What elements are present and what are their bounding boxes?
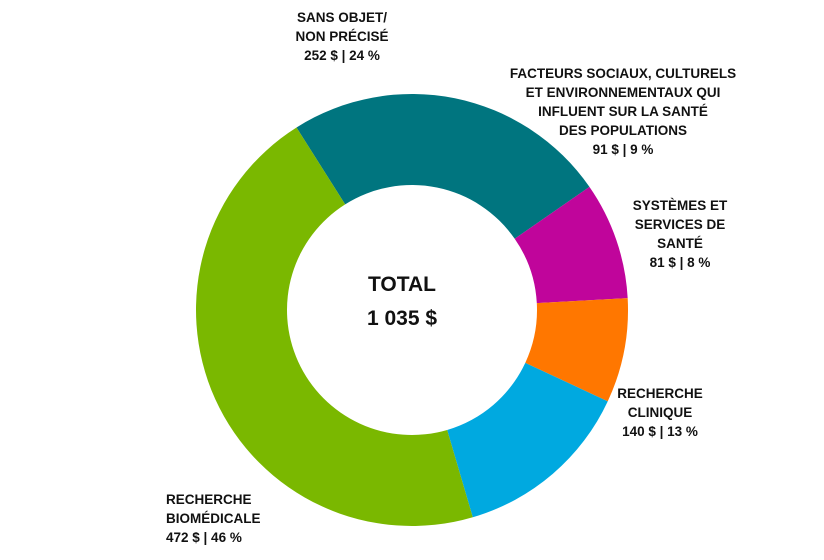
donut-slice-systemes-services: [525, 298, 629, 402]
center-total-label: TOTAL: [367, 273, 437, 296]
slice-value-label: 91 $ | 9 %: [592, 142, 654, 157]
slice-label-sans-objet: SANS OBJET/ NON PRÉCISÉ 252 $ | 24 %: [262, 8, 422, 65]
slice-label-line: ET ENVIRONNEMENTAUX QUI: [525, 85, 721, 100]
donut-slice-facteurs-sociaux: [514, 186, 628, 304]
donut-slice-recherche-clinique: [447, 362, 608, 518]
slice-label-recherche-clinique: RECHERCHE CLINIQUE 140 $ | 13 %: [600, 384, 720, 441]
center-total: TOTAL 1 035 $: [312, 268, 492, 336]
slice-label-facteurs-sociaux: FACTEURS SOCIAUX, CULTURELS ET ENVIRONNE…: [478, 64, 768, 159]
donut-slice-sans-objet: [296, 94, 590, 239]
slice-value-label: 252 $ | 24 %: [304, 48, 380, 63]
slice-label-recherche-biomedicale: RECHERCHE BIOMÉDICALE 472 $ | 46 %: [166, 490, 306, 547]
donut-slice-recherche-biomedicale: [196, 127, 473, 526]
slice-label-line: BIOMÉDICALE: [166, 511, 261, 526]
slice-label-line: INFLUENT SUR LA SANTÉ: [538, 104, 708, 119]
slice-label-line: RECHERCHE: [617, 386, 703, 401]
slice-label-line: SANTÉ: [657, 236, 703, 251]
center-total-value: 1 035 $: [366, 307, 438, 330]
slice-label-line: CLINIQUE: [627, 405, 693, 420]
slice-label-line: SERVICES DE: [634, 217, 726, 232]
slice-value-label: 140 $ | 13 %: [622, 424, 698, 439]
slice-label-line: NON PRÉCISÉ: [295, 29, 389, 44]
slice-label-line: RECHERCHE: [166, 492, 252, 507]
donut-slices: [196, 94, 629, 526]
slice-label-systemes-services: SYSTÈMES ET SERVICES DE SANTÉ 81 $ | 8 %: [615, 196, 745, 272]
slice-value-label: 81 $ | 8 %: [649, 255, 711, 270]
slice-label-line: SYSTÈMES ET: [632, 198, 728, 213]
slice-label-line: FACTEURS SOCIAUX, CULTURELS: [509, 66, 737, 81]
slice-label-line: DES POPULATIONS: [558, 123, 687, 138]
slice-value-label: 472 $ | 46 %: [166, 530, 242, 545]
slice-label-line: SANS OBJET/: [296, 10, 388, 25]
